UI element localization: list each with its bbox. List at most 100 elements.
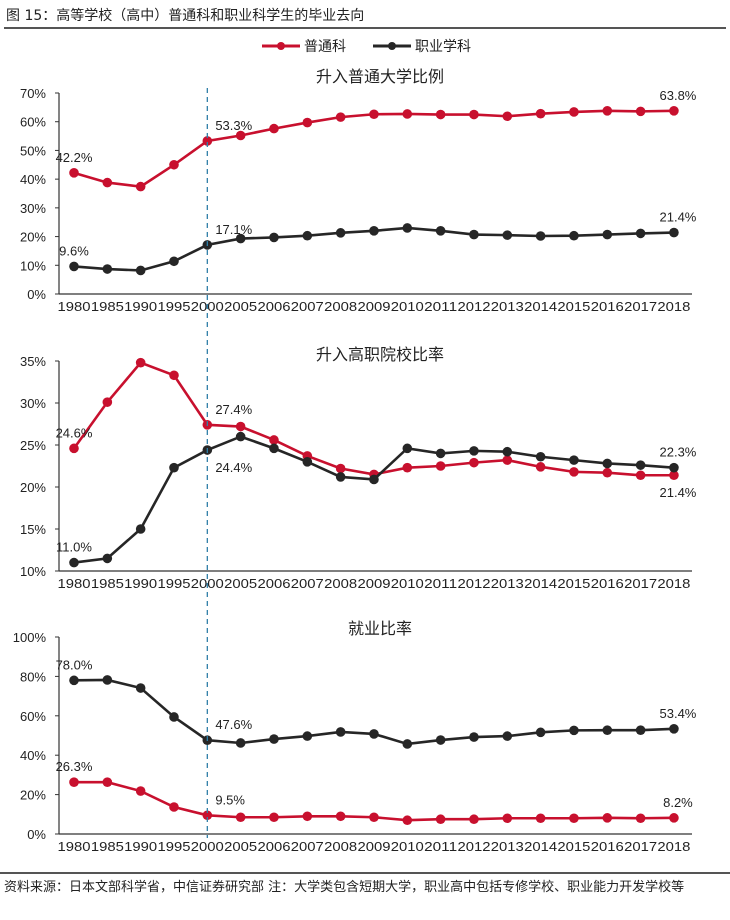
data-point xyxy=(535,462,546,472)
data-point xyxy=(435,814,446,825)
data-point xyxy=(569,725,579,736)
x-tick-label: 2009 xyxy=(357,840,390,854)
data-point xyxy=(635,106,646,117)
y-tick-label: 25% xyxy=(20,438,46,453)
x-tick-label: 1990 xyxy=(124,577,157,591)
data-point xyxy=(469,229,479,240)
data-label: 21.4% xyxy=(660,485,697,500)
y-tick-label: 30% xyxy=(20,396,46,411)
x-tick-label: 2012 xyxy=(457,300,490,314)
x-tick-label: 2016 xyxy=(591,840,624,854)
data-label: 24.6% xyxy=(56,425,93,440)
x-tick-label: 2015 xyxy=(557,840,590,854)
data-point xyxy=(402,815,413,826)
data-point xyxy=(435,226,446,236)
y-tick-label: 10% xyxy=(20,564,46,579)
data-point xyxy=(602,229,613,240)
data-label: 47.6% xyxy=(215,717,252,732)
legend-marker-1 xyxy=(388,42,396,50)
data-point xyxy=(635,460,646,470)
data-point xyxy=(335,112,346,122)
chart-title-2: 就业比率 xyxy=(348,620,412,638)
data-point xyxy=(69,777,79,787)
x-tick-label: 2010 xyxy=(391,300,424,314)
legend-label-0: 普通科 xyxy=(304,38,346,54)
data-point xyxy=(502,230,513,240)
data-point xyxy=(369,474,379,485)
data-point xyxy=(502,111,513,122)
data-point xyxy=(469,457,479,468)
y-tick-label: 50% xyxy=(20,143,46,158)
data-label: 11.0% xyxy=(56,540,92,555)
data-point xyxy=(135,524,146,534)
data-label: 22.3% xyxy=(660,445,697,460)
series-line-general xyxy=(72,361,674,477)
data-point xyxy=(169,712,179,722)
y-tick-label: 0% xyxy=(27,827,46,842)
x-tick-label: 2014 xyxy=(524,840,557,854)
data-point xyxy=(102,777,113,787)
data-point xyxy=(302,457,313,467)
data-label: 63.8% xyxy=(660,88,697,103)
data-point xyxy=(669,470,679,481)
y-tick-label: 20% xyxy=(20,230,46,245)
x-tick-label: 2007 xyxy=(291,577,324,591)
x-tick-label: 1990 xyxy=(124,840,157,854)
data-point xyxy=(69,557,79,568)
data-point xyxy=(102,264,113,274)
data-point xyxy=(535,108,546,119)
data-label: 17.1% xyxy=(215,222,252,237)
y-tick-label: 80% xyxy=(20,669,46,684)
data-point xyxy=(602,813,613,823)
x-tick-label: 2013 xyxy=(491,300,524,314)
data-point xyxy=(502,455,513,465)
y-tick-label: 40% xyxy=(20,748,46,763)
x-tick-label: 2005 xyxy=(224,840,257,854)
data-point xyxy=(235,738,246,748)
legend-label-1: 职业学科 xyxy=(415,38,471,54)
data-point xyxy=(502,446,513,457)
data-point xyxy=(569,230,579,241)
data-point xyxy=(669,462,679,473)
x-tick-label: 1985 xyxy=(91,300,124,314)
data-label: 42.2% xyxy=(56,150,93,165)
data-point xyxy=(69,168,79,178)
data-label: 53.4% xyxy=(660,706,697,721)
x-tick-label: 2012 xyxy=(457,840,490,854)
data-point xyxy=(369,812,379,823)
data-point xyxy=(235,130,246,141)
x-tick-label: 2010 xyxy=(391,840,424,854)
x-tick-label: 2015 xyxy=(557,300,590,314)
x-tick-label: 2018 xyxy=(657,840,690,854)
x-tick-label: 1995 xyxy=(157,300,190,314)
data-point xyxy=(135,683,146,693)
data-point xyxy=(402,462,413,473)
data-label: 26.3% xyxy=(56,759,93,774)
series-line-general xyxy=(73,109,674,188)
x-tick-label: 1980 xyxy=(58,577,91,591)
data-point xyxy=(435,461,446,471)
data-point xyxy=(602,106,613,116)
x-tick-label: 2011 xyxy=(424,300,457,314)
data-point xyxy=(469,109,479,120)
data-point xyxy=(135,265,146,276)
data-point xyxy=(269,232,279,243)
x-tick-label: 1980 xyxy=(58,840,91,854)
x-tick-label: 1990 xyxy=(124,300,157,314)
legend-marker-0 xyxy=(277,42,285,50)
x-tick-label: 2008 xyxy=(324,300,357,314)
data-point xyxy=(402,223,413,233)
x-tick-label: 2016 xyxy=(591,300,624,314)
data-point xyxy=(235,421,246,432)
x-tick-label: 2018 xyxy=(657,300,690,314)
x-tick-label: 2016 xyxy=(591,577,624,591)
data-point xyxy=(535,231,546,241)
data-point xyxy=(402,109,413,119)
data-point xyxy=(602,725,613,735)
top-divider xyxy=(4,27,726,29)
data-point xyxy=(535,813,546,824)
data-point xyxy=(169,462,179,473)
data-point xyxy=(135,786,146,796)
data-point xyxy=(535,727,546,738)
